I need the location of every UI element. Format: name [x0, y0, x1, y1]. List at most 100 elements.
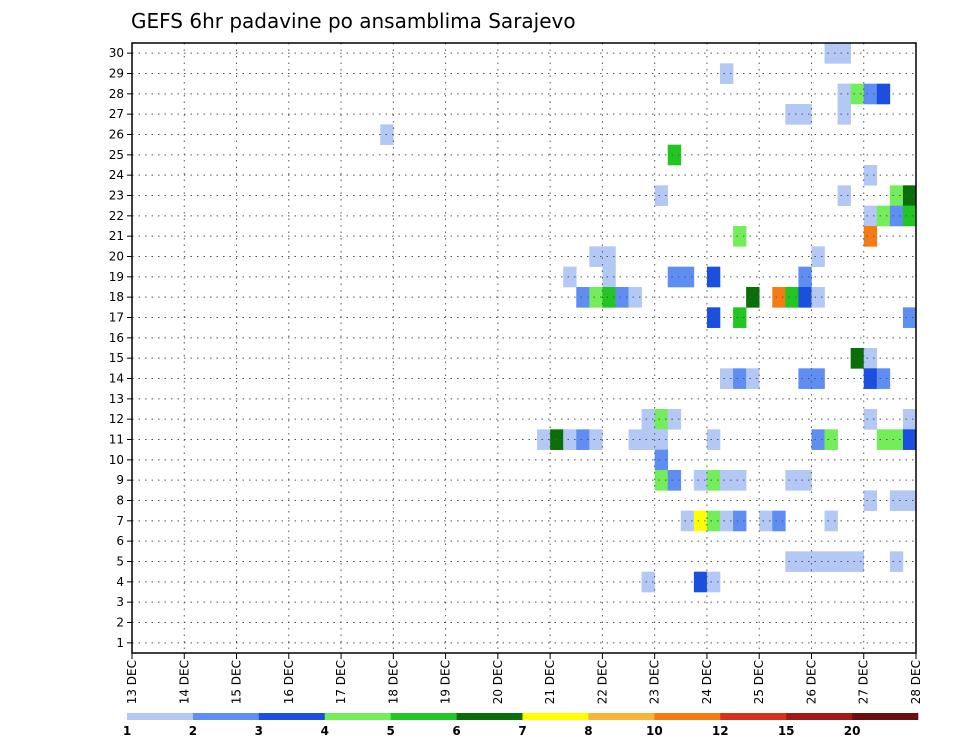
precip-cell	[785, 104, 799, 125]
precip-cell	[811, 287, 825, 308]
precip-cell	[550, 429, 564, 450]
plot-frame	[131, 42, 917, 654]
y-tick-label: 22	[109, 209, 124, 223]
precip-cell	[863, 368, 878, 389]
precip-cell	[537, 429, 551, 450]
precip-cell	[863, 165, 878, 186]
x-tick-label: 26 DEC	[804, 660, 818, 704]
colorbar-segment	[390, 713, 457, 720]
precip-cell	[837, 185, 851, 206]
cells-layer	[380, 43, 917, 593]
y-tick-label: 17	[109, 311, 124, 325]
colorbar-segment	[192, 713, 260, 720]
y-tick-label: 10	[109, 453, 124, 467]
precip-cell	[706, 510, 721, 532]
precip-cell	[746, 368, 760, 389]
precip-cell	[798, 368, 812, 389]
y-tick-label: 26	[109, 128, 124, 142]
y-tick-label: 23	[109, 189, 124, 203]
y-tick-label: 25	[109, 148, 124, 162]
precip-cell	[720, 63, 734, 84]
y-tick-label: 6	[116, 534, 124, 548]
y-tick-label: 28	[109, 87, 124, 101]
y-tick-label: 30	[109, 46, 124, 60]
colorbar-segment	[324, 713, 391, 720]
colorbar-label: 1	[123, 724, 131, 738]
precip-cell	[576, 287, 590, 308]
y-tick-label: 21	[109, 229, 124, 243]
precip-cell	[811, 246, 825, 267]
precip-cell	[863, 348, 878, 369]
precip-cell	[876, 83, 891, 105]
precip-cell	[798, 104, 812, 125]
precip-cell	[889, 429, 904, 450]
precip-cell	[589, 429, 603, 450]
precip-cell	[889, 551, 904, 572]
precip-cell	[654, 409, 669, 430]
precip-cell	[733, 226, 747, 247]
precip-cell	[824, 43, 838, 64]
colorbar-segment	[127, 713, 194, 720]
precip-cell	[576, 429, 590, 450]
precip-cell	[654, 429, 669, 450]
x-tick-label: 27 DEC	[857, 660, 871, 704]
precip-cell	[876, 429, 891, 450]
precip-cell	[720, 470, 734, 491]
y-tick-label: 13	[109, 392, 124, 406]
colorbar-segment	[852, 713, 919, 720]
y-tick-label: 12	[109, 412, 124, 426]
precip-cell	[902, 429, 917, 450]
precip-cell	[641, 571, 655, 593]
colorbar-segment	[786, 713, 853, 720]
precip-cell	[667, 266, 682, 288]
colorbar-label: 7	[518, 724, 526, 738]
precip-cell	[641, 409, 655, 430]
precip-cell	[785, 551, 799, 572]
y-tick-label: 16	[109, 331, 124, 345]
colorbar-segment	[522, 713, 589, 720]
grid-layer	[132, 43, 916, 653]
precip-cell	[641, 429, 655, 450]
precip-cell	[720, 368, 734, 389]
precip-cell	[693, 510, 708, 532]
x-tick-label: 28 DEC	[909, 660, 923, 704]
precip-cell	[733, 307, 747, 328]
precip-cell	[602, 246, 616, 267]
precip-cell	[798, 551, 812, 572]
precip-cell	[824, 551, 838, 572]
precip-cell	[654, 470, 669, 491]
precip-cell	[863, 409, 878, 430]
precip-cell	[706, 571, 721, 593]
colorbar-label: 2	[189, 724, 197, 738]
precip-cell	[785, 287, 799, 308]
precip-cell	[850, 348, 865, 369]
precip-cell	[628, 287, 642, 308]
x-tick-label: 19 DEC	[439, 660, 453, 704]
precip-cell	[746, 287, 760, 308]
x-tick-label: 23 DEC	[648, 660, 662, 704]
precip-cell	[615, 287, 629, 308]
x-tick-label: 15 DEC	[230, 660, 244, 704]
precip-cell	[589, 246, 603, 267]
precip-cell	[602, 287, 616, 308]
precip-cell	[876, 368, 891, 389]
colorbar-label: 12	[712, 724, 729, 738]
precip-cell	[889, 185, 904, 206]
precip-cell	[811, 551, 825, 572]
precip-cell	[772, 287, 786, 308]
colorbar-label: 3	[255, 724, 263, 738]
colorbar-label: 4	[321, 724, 329, 738]
y-tick-label: 15	[109, 351, 124, 365]
x-axis-ticks: 13 DEC 14 DEC 15 DEC 16 DEC 17 DEC 18 DEC 19 D…	[125, 653, 923, 704]
precip-cell	[863, 226, 878, 247]
precip-cell	[563, 266, 577, 288]
precip-cell	[785, 470, 799, 491]
y-tick-label: 2	[116, 616, 124, 630]
precip-cell	[902, 490, 917, 511]
y-axis-ticks: 1234567891011121314151617181920212223242…	[109, 46, 132, 650]
precip-cell	[889, 490, 904, 511]
precip-cell	[902, 307, 917, 328]
colorbar-segment	[588, 713, 655, 720]
y-tick-label: 11	[109, 433, 124, 447]
precip-cell	[733, 368, 747, 389]
